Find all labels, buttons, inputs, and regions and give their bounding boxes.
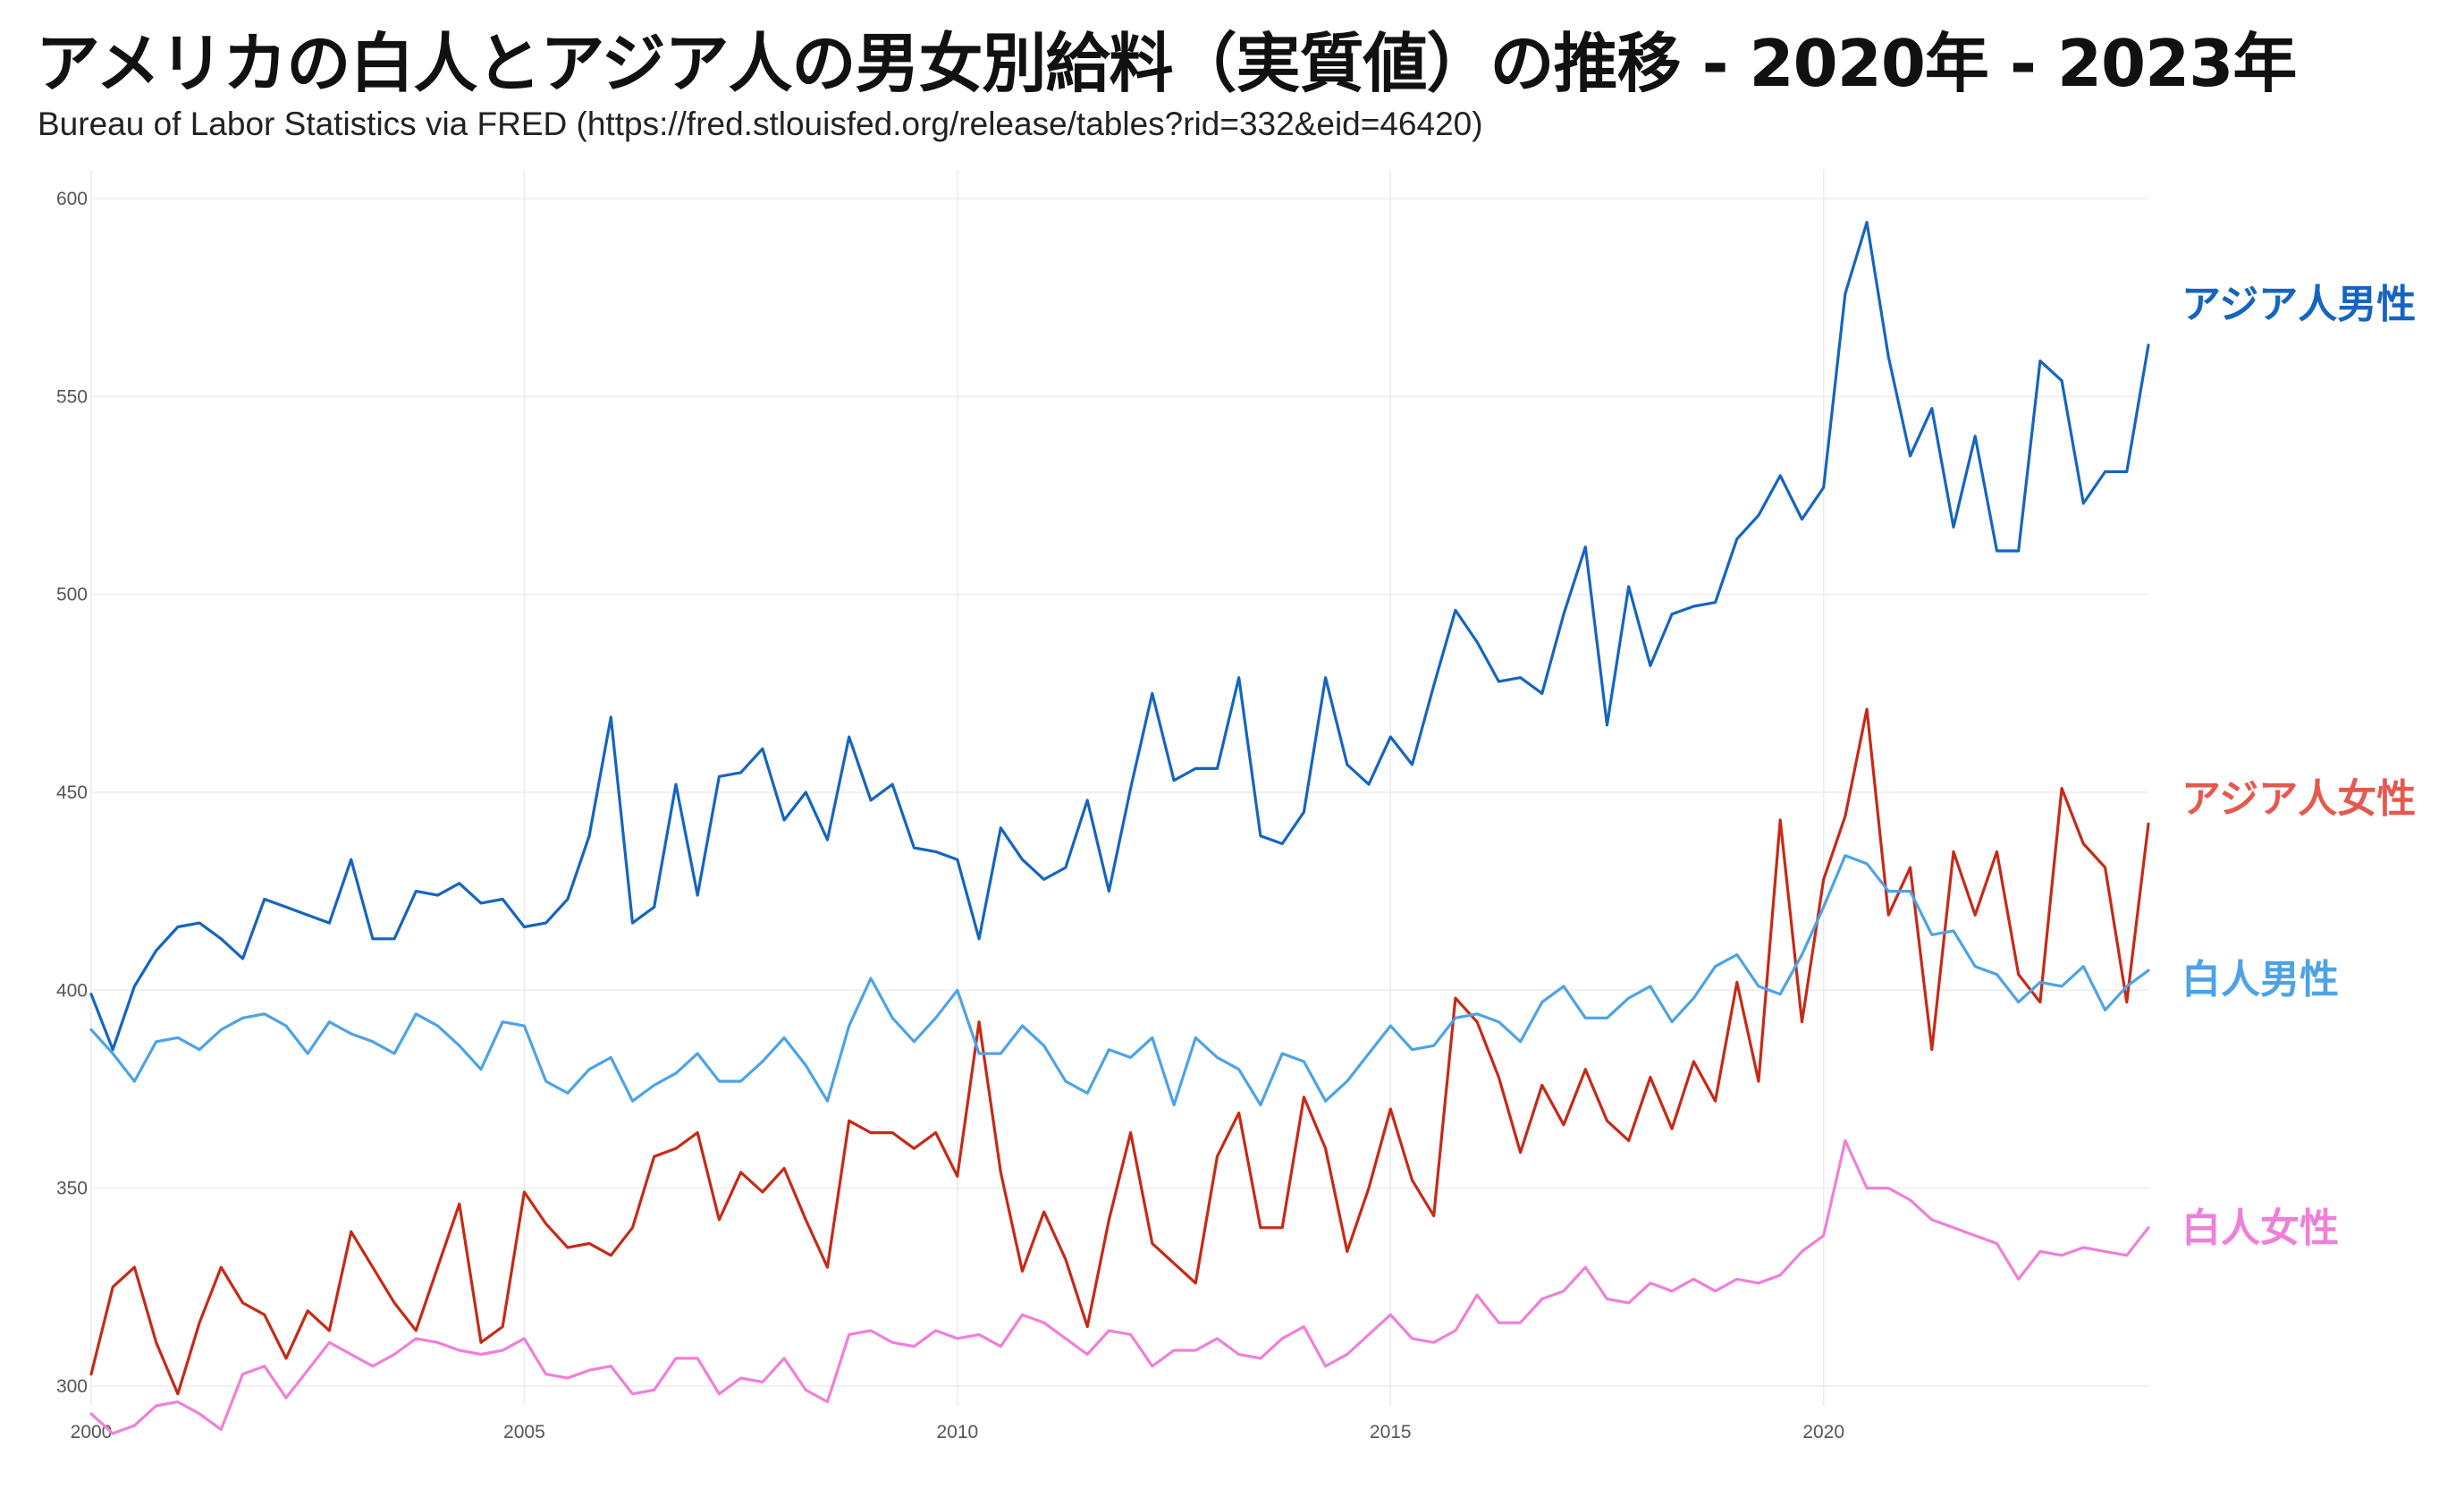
x-axis-ticks: 2000 2005 2010 2015 2020	[71, 1422, 1844, 1442]
y-tick-label: 400	[56, 980, 88, 1001]
series-line-2	[89, 854, 2150, 1107]
x-tick-label: 2005	[503, 1422, 545, 1442]
y-tick-label: 450	[56, 782, 88, 803]
x-tick-label: 2010	[936, 1422, 978, 1442]
x-tick-label: 2000	[71, 1422, 113, 1442]
chart-subtitle: Bureau of Labor Statistics via FRED (htt…	[38, 106, 1483, 142]
series-lines	[89, 221, 2150, 1435]
y-tick-label: 300	[56, 1376, 88, 1397]
series-line-1	[89, 707, 2150, 1396]
y-tick-label: 600	[56, 189, 88, 209]
x-tick-label: 2015	[1370, 1422, 1412, 1442]
series-line-3	[89, 1138, 2150, 1435]
series-label-2: 白人男性	[2181, 957, 2339, 1002]
chart-title: アメリカの白人とアジア人の男女別給料（実質値）の推移 - 2020年 - 202…	[36, 26, 2297, 101]
x-tick-label: 2020	[1802, 1422, 1844, 1442]
series-line-0	[89, 221, 2150, 1052]
y-tick-label: 500	[56, 585, 88, 605]
y-tick-label: 350	[56, 1179, 88, 1199]
series-label-1: アジア人女性	[2181, 776, 2416, 822]
y-tick-label: 550	[56, 386, 88, 407]
grid	[90, 170, 2148, 1406]
series-label-3: 白人女性	[2181, 1205, 2339, 1251]
y-axis-ticks: 300 350 400 450 500 550 600	[56, 189, 88, 1397]
series-label-0: アジア人男性	[2181, 282, 2416, 327]
